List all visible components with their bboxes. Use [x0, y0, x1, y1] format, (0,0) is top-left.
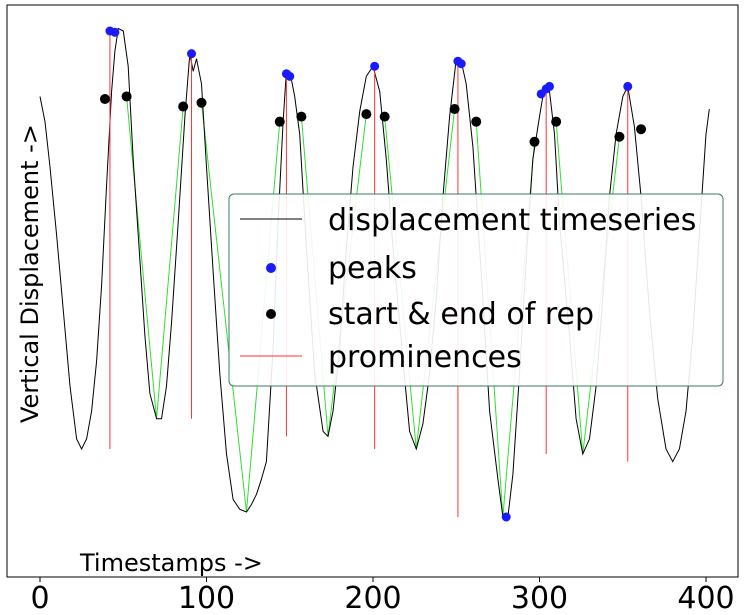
rep-boundary-point [274, 116, 285, 127]
descent-guide-line [201, 102, 247, 513]
ascent-guide-line [156, 106, 184, 419]
rep-boundary-point [99, 93, 110, 104]
peak-points [105, 26, 633, 522]
rep-boundary-point [379, 111, 390, 122]
legend-box [228, 193, 724, 387]
rep-boundary-point [178, 101, 189, 112]
peak-point [623, 81, 633, 91]
rep-boundary-point [361, 109, 372, 120]
peak-point [110, 27, 120, 37]
legend-label-prominences: prominences [328, 340, 522, 375]
peak-point [456, 59, 466, 69]
rep-boundary-point [296, 111, 307, 122]
peak-point [544, 81, 554, 91]
y-axis-label: Vertical Displacement -> [16, 124, 44, 423]
rep-boundary-point [529, 136, 540, 147]
descent-guide-line [126, 96, 158, 419]
legend-key-rep-dot [266, 309, 276, 319]
peak-point [370, 61, 380, 71]
x-tick-label: 300 [511, 581, 568, 615]
x-tick-label: 200 [344, 581, 401, 615]
peak-point [187, 49, 197, 59]
x-tick-label: 400 [677, 581, 734, 615]
rep-boundary-points [99, 91, 647, 147]
rep-boundary-point [614, 131, 625, 142]
x-axis-ticks: 0 100 200 300 400 [30, 577, 735, 615]
legend-label-displacement: displacement timeseries [328, 203, 696, 238]
legend-label-peaks: peaks [328, 251, 417, 286]
x-tick-label: 0 [30, 581, 49, 615]
rep-boundary-point [471, 116, 482, 127]
legend: displacement timeseries peaks start & en… [228, 193, 724, 387]
x-tick-label: 100 [178, 581, 235, 615]
rep-boundary-point [196, 97, 207, 108]
rep-boundary-point [121, 91, 132, 102]
peak-point [285, 71, 295, 81]
rep-boundary-point [449, 104, 460, 115]
rep-boundary-point [551, 116, 562, 127]
legend-label-rep: start & end of rep [328, 297, 594, 332]
rep-boundary-point [636, 124, 647, 135]
x-axis-label: Timestamps -> [79, 549, 263, 577]
peak-point [501, 512, 511, 522]
legend-key-peaks-dot [266, 263, 276, 273]
